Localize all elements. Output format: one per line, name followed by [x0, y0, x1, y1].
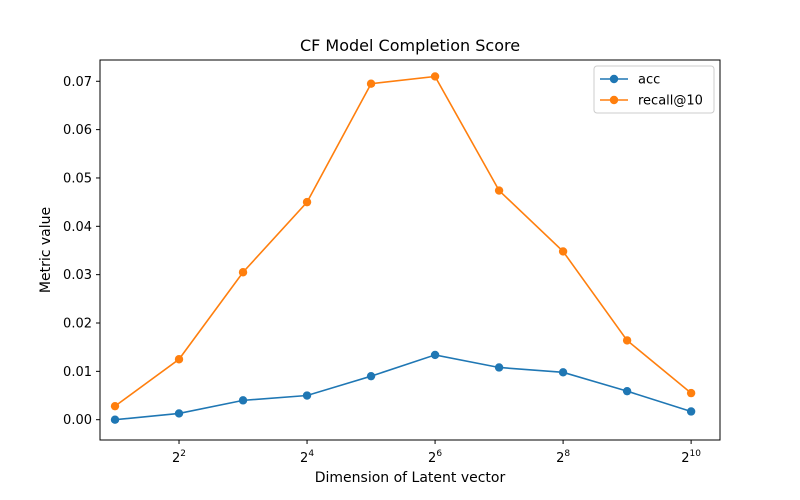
- x-tick-base: 2: [681, 451, 689, 466]
- y-tick-label: 0.06: [63, 123, 92, 138]
- data-point-acc: [494, 363, 504, 372]
- x-tick-exponent: 4: [308, 449, 314, 459]
- data-point-recall@10: [430, 72, 440, 81]
- data-point-acc: [110, 415, 120, 424]
- data-point-recall@10: [238, 268, 248, 277]
- data-point-recall@10: [366, 79, 376, 88]
- series-line-recall@10: [114, 75, 692, 407]
- data-point-recall@10: [302, 197, 312, 207]
- x-tick-base: 2: [172, 451, 180, 466]
- x-tick-label: 28: [556, 449, 570, 466]
- data-point-acc: [366, 371, 376, 381]
- data-point-recall@10: [558, 247, 568, 256]
- x-tick-exponent: 8: [564, 449, 570, 459]
- x-tick-label: 210: [681, 449, 701, 466]
- data-point-recall@10: [686, 388, 696, 398]
- x-tick-base: 2: [556, 451, 564, 466]
- y-tick-label: 0.03: [63, 268, 92, 283]
- y-tick-label: 0.02: [63, 317, 92, 332]
- data-point-acc: [430, 350, 440, 360]
- y-tick-label: 0.05: [63, 171, 92, 186]
- data-point-acc: [686, 407, 696, 416]
- data-point-acc: [174, 409, 184, 418]
- x-tick-exponent: 10: [690, 449, 702, 459]
- x-tick-label: 26: [428, 449, 442, 466]
- data-point-recall@10: [110, 401, 120, 411]
- data-point-recall@10: [622, 336, 632, 345]
- y-axis-label: Metric value: [38, 207, 54, 293]
- chart-title: CF Model Completion Score: [300, 36, 520, 55]
- axes-frame: [99, 59, 721, 441]
- data-point-acc: [302, 391, 312, 400]
- y-tick-label: 0.07: [63, 75, 92, 90]
- data-point-acc: [238, 396, 248, 405]
- y-tick-label: 0.04: [63, 220, 92, 235]
- data-point-recall@10: [174, 355, 184, 364]
- y-tick-label: 0.01: [63, 365, 92, 380]
- x-tick-exponent: 6: [436, 449, 442, 459]
- data-point-recall@10: [494, 186, 504, 195]
- legend-box: [593, 65, 715, 114]
- y-tick-label: 0.00: [63, 413, 92, 428]
- x-tick-base: 2: [300, 451, 308, 466]
- legend-label: acc: [638, 73, 660, 88]
- legend-marker: [609, 95, 619, 105]
- x-axis-label: Dimension of Latent vector: [315, 470, 506, 486]
- x-tick-base: 2: [428, 451, 436, 466]
- x-tick-label: 22: [172, 449, 186, 466]
- legend-marker: [609, 74, 619, 84]
- data-point-acc: [558, 368, 568, 377]
- data-point-acc: [622, 386, 632, 396]
- series-line-acc: [114, 354, 692, 421]
- legend: acc recall@10: [593, 65, 715, 114]
- x-tick-label: 24: [300, 449, 314, 466]
- legend-label: recall@10: [638, 94, 703, 109]
- x-tick-exponent: 2: [180, 449, 186, 459]
